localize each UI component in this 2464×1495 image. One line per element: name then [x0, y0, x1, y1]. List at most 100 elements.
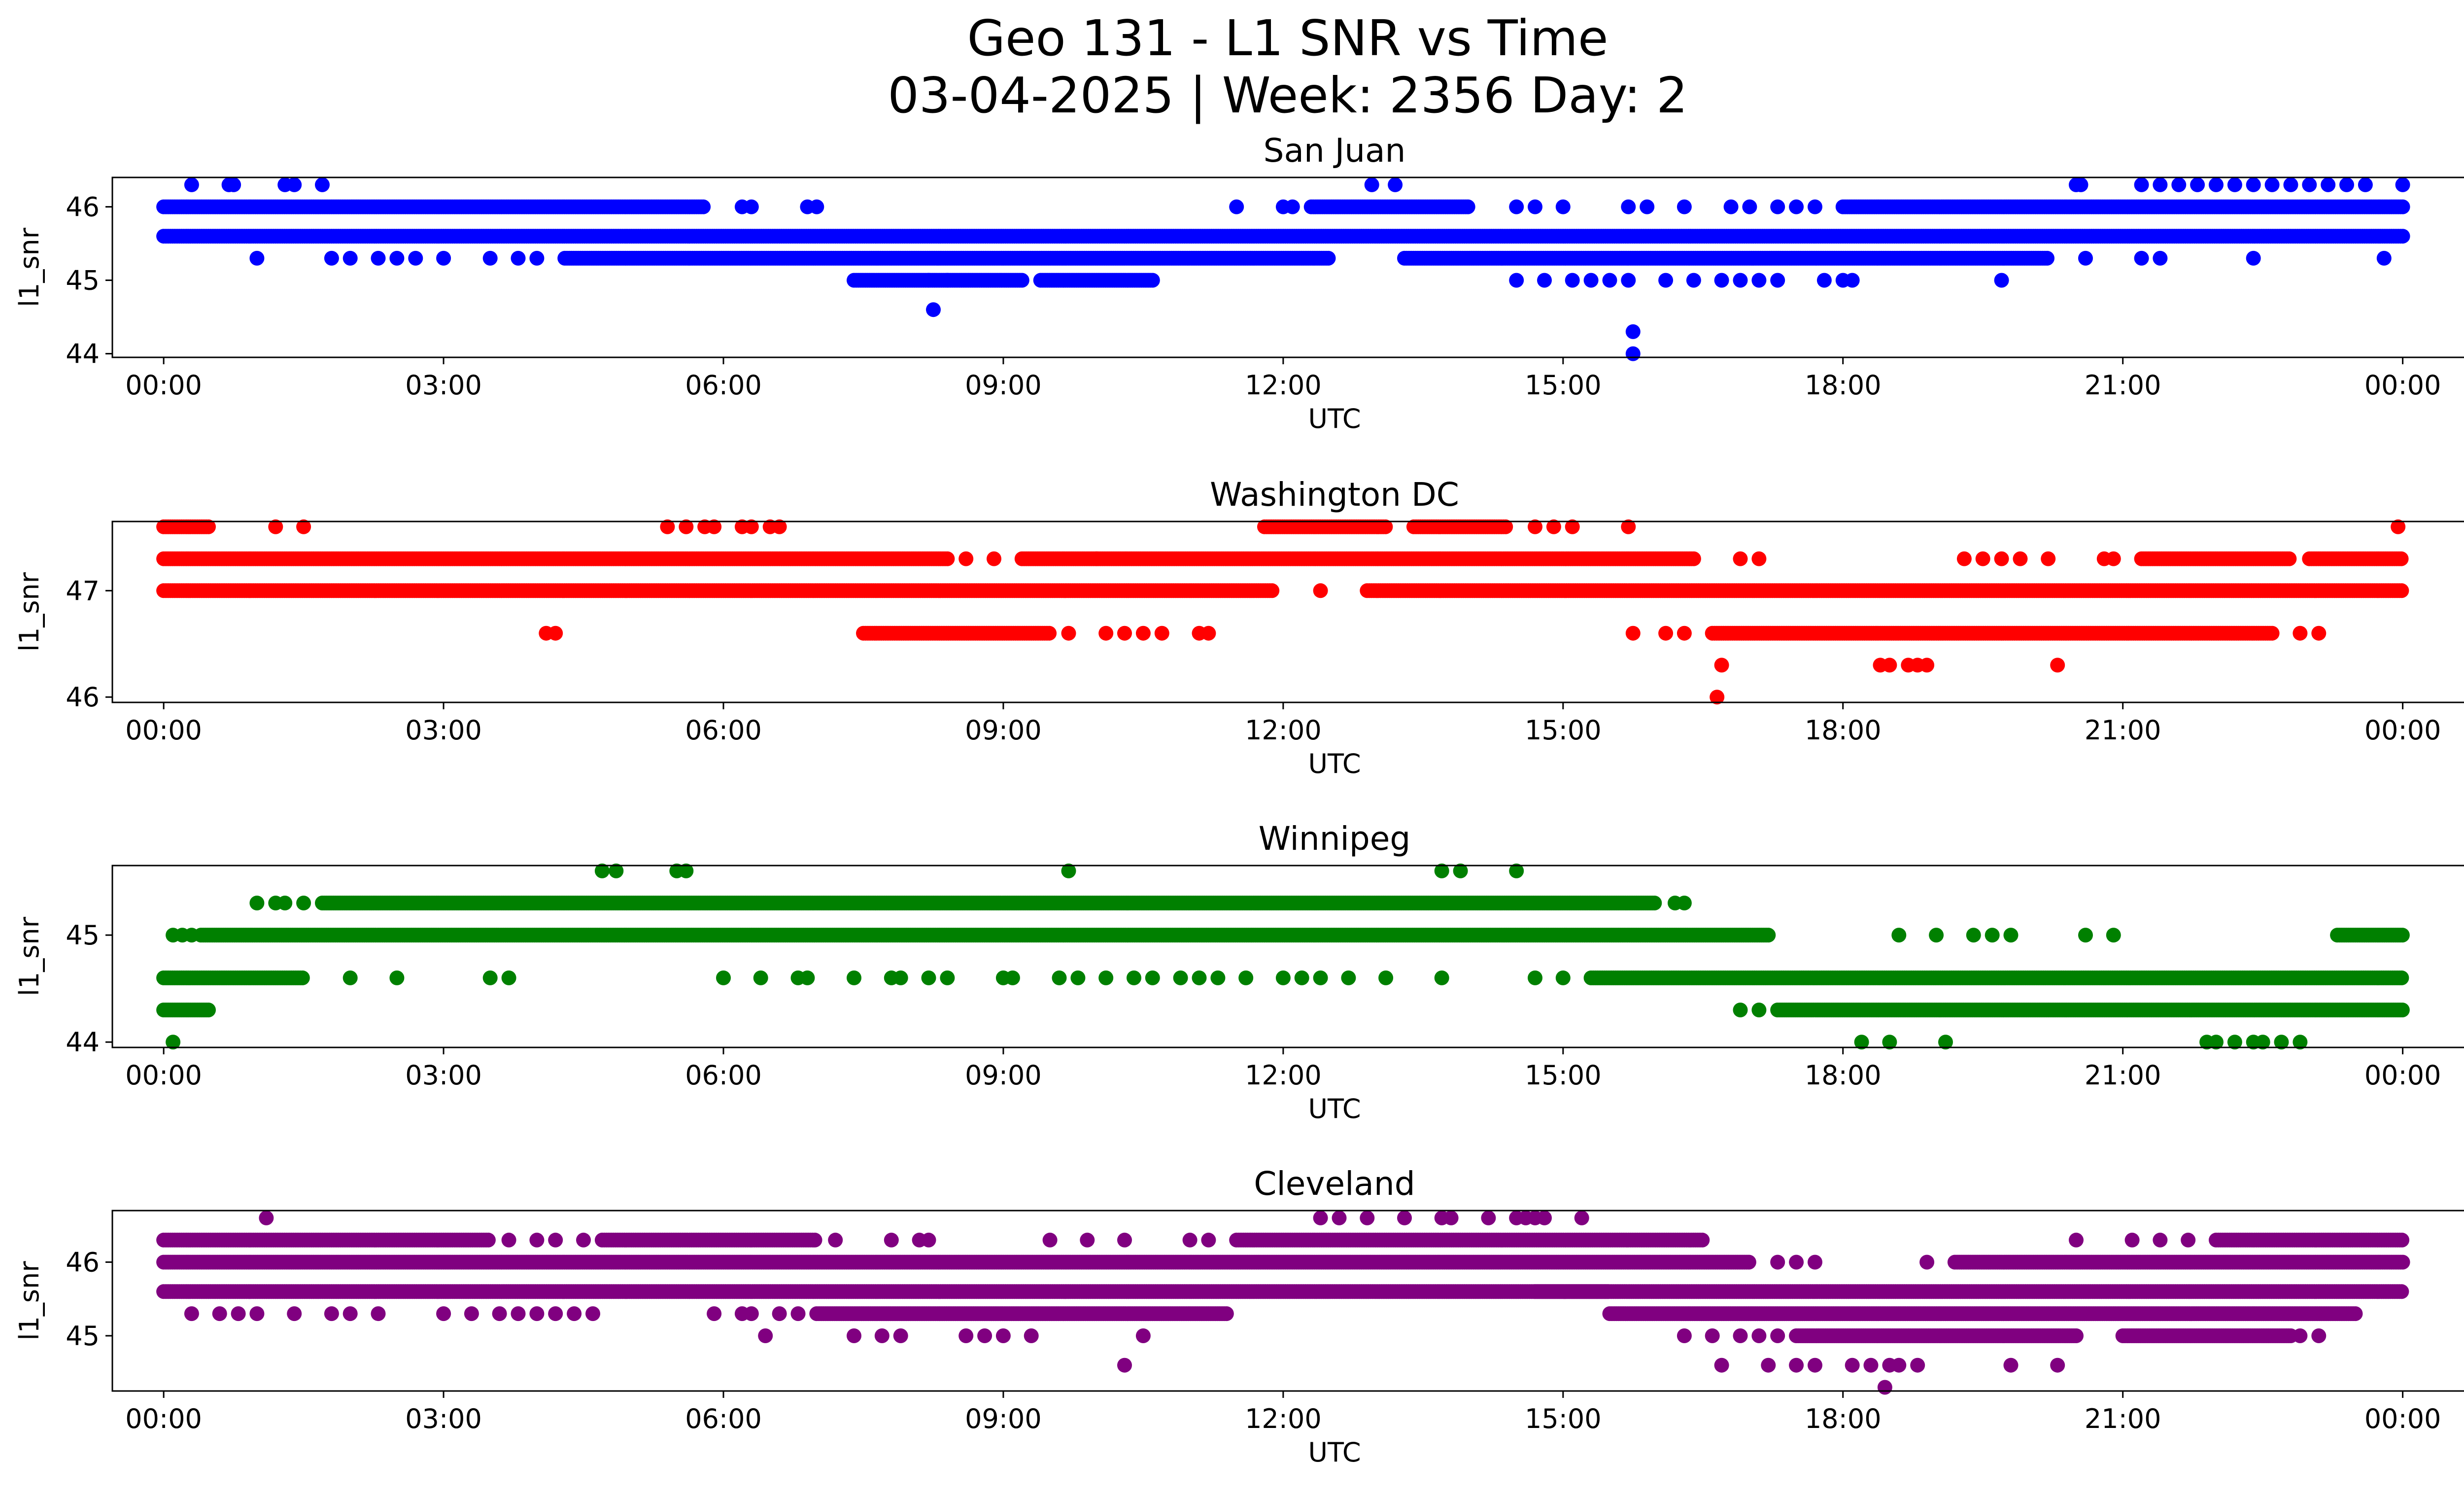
data-point	[1509, 199, 1524, 214]
data-point	[408, 250, 423, 266]
data-point	[1117, 626, 1132, 641]
data-point	[529, 250, 545, 266]
data-point	[1321, 250, 1336, 266]
data-point	[1602, 273, 1617, 288]
x-tick-label: 03:00	[405, 715, 482, 746]
data-point	[1061, 626, 1076, 641]
data-point	[2283, 177, 2298, 192]
y-axis-label: l1_snr	[14, 572, 45, 652]
data-point	[1364, 177, 1379, 192]
data-point	[1686, 273, 1701, 288]
data-point	[2311, 626, 2327, 641]
data-point	[2394, 583, 2409, 598]
x-tick-label: 12:00	[1245, 715, 1322, 746]
data-point	[987, 551, 1001, 566]
x-tick-label: 00:00	[125, 715, 202, 746]
x-tick-label: 03:00	[405, 370, 482, 401]
data-point	[2321, 177, 2336, 192]
data-point	[1625, 346, 1641, 361]
data-point	[1621, 273, 1636, 288]
y-axis-label: l1_snr	[14, 227, 45, 307]
y-tick-label: 46	[66, 682, 100, 713]
data-point	[1770, 199, 1785, 214]
data-point	[1229, 199, 1244, 214]
data-point	[2376, 250, 2392, 266]
data-point	[1509, 273, 1524, 288]
data-point	[436, 250, 451, 266]
x-tick-label: 09:00	[965, 715, 1042, 746]
data-point	[2395, 199, 2410, 214]
data-point	[1994, 273, 2009, 288]
data-point	[926, 302, 941, 317]
data-point	[1994, 551, 2009, 566]
data-point	[2073, 177, 2088, 192]
data-point	[1686, 551, 1701, 566]
data-point	[1640, 199, 1655, 214]
data-point	[287, 177, 302, 192]
x-tick-label: 15:00	[1525, 715, 1602, 746]
data-point	[2013, 551, 2028, 566]
data-point	[482, 250, 498, 266]
data-point	[940, 551, 955, 566]
data-point	[1770, 273, 1785, 288]
data-point	[1089, 551, 1104, 566]
data-point	[1042, 626, 1057, 641]
data-point	[921, 273, 936, 288]
data-point	[1751, 273, 1767, 288]
data-point	[2246, 250, 2261, 266]
data-point	[2134, 250, 2149, 266]
data-point	[2358, 177, 2373, 192]
data-point	[226, 177, 241, 192]
y-tick-label: 46	[66, 192, 100, 223]
chart-subtitle: 03-04-2025 | Week: 2356 Day: 2	[888, 67, 1687, 124]
data-point	[184, 177, 199, 192]
data-point	[1733, 273, 1748, 288]
data-point	[1789, 199, 1804, 214]
data-point	[2078, 250, 2093, 266]
x-axis-label: UTC	[1308, 748, 1361, 779]
data-point	[1845, 273, 1860, 288]
x-tick-label: 18:00	[1805, 715, 1882, 746]
panel-title: Washington DC	[1210, 476, 1459, 514]
data-point	[2171, 177, 2187, 192]
data-point	[1098, 626, 1114, 641]
x-tick-label: 12:00	[1245, 370, 1322, 401]
data-point	[1625, 324, 1641, 339]
data-point	[2395, 177, 2410, 192]
data-point	[1313, 583, 1328, 598]
data-point	[2041, 551, 2056, 566]
data-point	[1265, 583, 1280, 598]
x-tick-label: 00:00	[2364, 370, 2441, 401]
data-point	[2106, 551, 2121, 566]
data-point	[1625, 626, 1641, 641]
x-tick-label: 00:00	[2364, 715, 2441, 746]
y-tick-label: 45	[66, 265, 100, 296]
data-point	[696, 199, 711, 214]
data-point	[1014, 273, 1029, 288]
data-point	[2209, 177, 2224, 192]
data-point	[2246, 177, 2261, 192]
data-point	[2050, 658, 2065, 673]
x-tick-label: 09:00	[965, 370, 1042, 401]
data-point	[1919, 658, 1935, 673]
data-point	[1975, 551, 1990, 566]
data-point	[809, 199, 824, 214]
data-point	[1816, 273, 1832, 288]
scatter-series	[156, 177, 2410, 361]
data-point	[1583, 273, 1599, 288]
panel-title: San Juan	[1264, 132, 1406, 170]
data-point	[1742, 199, 1757, 214]
x-axis-label: UTC	[1308, 403, 1361, 434]
data-point	[548, 626, 563, 641]
data-point	[389, 250, 405, 266]
data-point	[2153, 250, 2168, 266]
data-point	[1882, 658, 1897, 673]
data-point	[2264, 177, 2280, 192]
data-point	[1460, 199, 1475, 214]
x-tick-label: 00:00	[125, 370, 202, 401]
y-tick-label: 47	[66, 575, 100, 606]
data-point	[1714, 658, 1729, 673]
